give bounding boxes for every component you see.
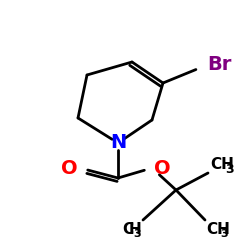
Text: 3: 3	[134, 229, 141, 239]
Text: O: O	[62, 158, 78, 178]
Text: Br: Br	[207, 56, 232, 74]
Text: CH: CH	[210, 157, 234, 172]
Text: 3: 3	[220, 229, 228, 239]
Text: C: C	[122, 222, 133, 237]
Text: H: H	[128, 222, 141, 237]
Text: CH: CH	[206, 222, 230, 237]
Text: O: O	[154, 158, 170, 178]
Text: N: N	[110, 134, 126, 152]
Text: 3: 3	[225, 163, 234, 176]
